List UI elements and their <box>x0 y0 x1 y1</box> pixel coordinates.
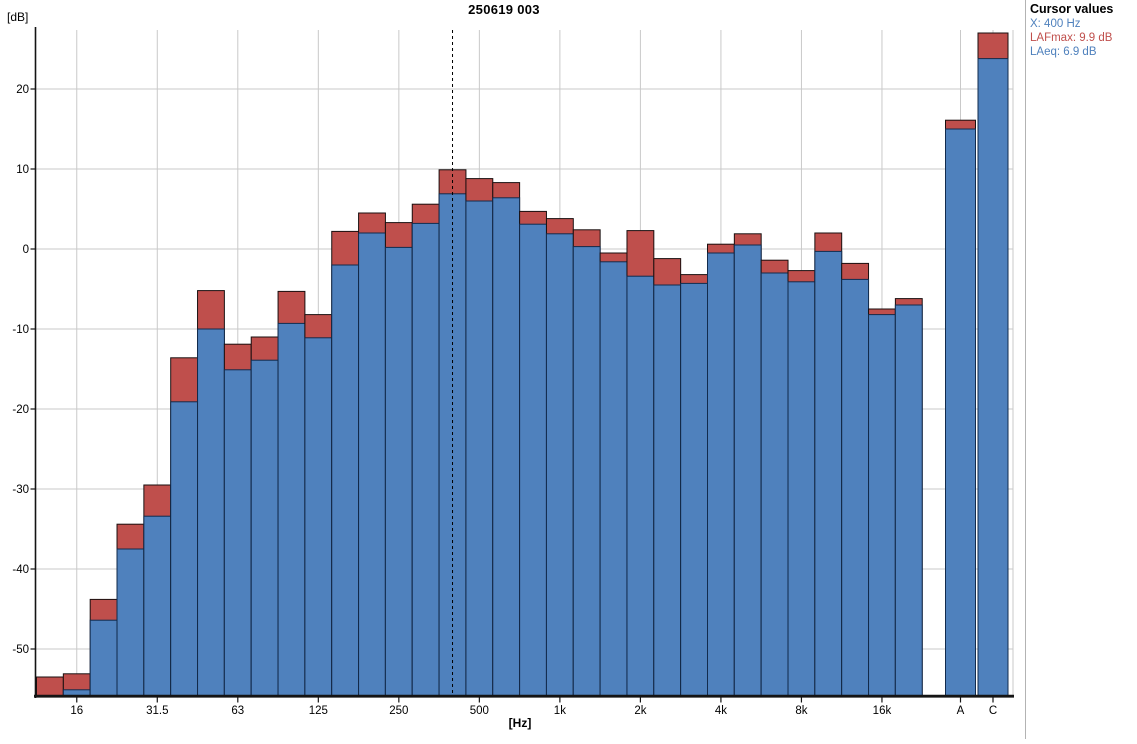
bar-laeq-5k[interactable] <box>733 244 762 696</box>
bar-laeq-6.3k[interactable] <box>760 272 789 696</box>
bar-laeq-4k[interactable] <box>707 252 735 696</box>
x-tick-label-250: 250 <box>389 705 408 717</box>
x-tick-label-4k: 4k <box>715 705 727 717</box>
bar-laeq-50[interactable] <box>197 328 225 696</box>
y-tick-label--40: -40 <box>12 564 29 576</box>
bar-laeq-250[interactable] <box>384 246 413 696</box>
bar-laeq-16[interactable] <box>62 689 91 696</box>
x-tick-label-C: C <box>989 705 997 717</box>
x-tick-label-A: A <box>957 705 965 717</box>
x-tick-label-1k: 1k <box>554 705 566 717</box>
bar-laeq-1.25k[interactable] <box>572 246 601 696</box>
y-axis-unit-label: [dB] <box>7 10 29 24</box>
bar-laeq-12.5k[interactable] <box>841 278 870 696</box>
bar-laeq-20[interactable] <box>89 619 118 697</box>
bar-laeq-A[interactable] <box>945 128 976 696</box>
bar-laeq-63[interactable] <box>223 369 252 696</box>
bar-laeq-3.15k[interactable] <box>680 282 708 696</box>
x-tick-label-500: 500 <box>470 705 489 717</box>
x-tick-label-125: 125 <box>309 705 328 717</box>
bar-laeq-40[interactable] <box>170 401 199 696</box>
bar-laeq-31.5[interactable] <box>143 515 172 697</box>
cursor-values-title: Cursor values <box>1030 2 1114 16</box>
x-tick-label-2k: 2k <box>634 705 646 717</box>
bar-laeq-1.6k[interactable] <box>599 261 628 696</box>
spectrum-chart-plot-area[interactable]: 20 10 0 -10 -20 -30 -40 -50 16 31.5 63 125 250 500 1k 2… <box>0 0 1020 739</box>
bar-laeq-25[interactable] <box>116 548 145 696</box>
bar-laeq-16k[interactable] <box>868 314 896 696</box>
y-tick-label-10: 10 <box>16 164 29 176</box>
bar-laeq-160[interactable] <box>331 264 360 696</box>
x-tick-label-63: 63 <box>231 705 244 717</box>
bar-laeq-1k[interactable] <box>545 233 574 697</box>
bar-laeq-630[interactable] <box>492 197 521 697</box>
bar-laeq-20k[interactable] <box>894 304 923 696</box>
bar-laeq-315[interactable] <box>411 222 440 696</box>
cursor-x-readout: X: 400 Hz <box>1030 18 1081 30</box>
bar-laeq-125[interactable] <box>304 337 333 696</box>
bar-laeq-800[interactable] <box>519 223 547 696</box>
x-tick-label-16k: 16k <box>873 705 892 717</box>
x-tick-label-16: 16 <box>70 705 83 717</box>
bar-laeq-100[interactable] <box>277 322 306 696</box>
x-tick-label-31.5: 31.5 <box>146 705 168 717</box>
cursor-laeq-readout: LAeq: 6.9 dB <box>1030 46 1097 58</box>
bar-laeq-200[interactable] <box>358 232 386 696</box>
y-tick-label--30: -30 <box>12 484 29 496</box>
bar-laeq-500[interactable] <box>465 200 494 696</box>
bar-laeq-8k[interactable] <box>787 281 816 696</box>
bar-laeq-2.5k[interactable] <box>653 284 682 696</box>
y-tick-label--50: -50 <box>12 644 29 656</box>
page-title: 250619 003 <box>468 2 540 17</box>
bar-laeq-2k[interactable] <box>626 275 655 696</box>
cursor-lafmax-readout: LAFmax: 9.9 dB <box>1030 32 1113 44</box>
y-tick-label-20: 20 <box>16 84 29 96</box>
y-tick-label--10: -10 <box>12 324 29 336</box>
y-tick-label--20: -20 <box>12 404 29 416</box>
bar-laeq-10k[interactable] <box>814 250 843 696</box>
x-tick-label-8k: 8k <box>795 705 807 717</box>
bar-laeq-C[interactable] <box>977 58 1009 697</box>
y-tick-label-0: 0 <box>23 244 29 256</box>
bar-lafmax-12.5[interactable] <box>36 676 64 696</box>
bar-laeq-80[interactable] <box>250 359 279 696</box>
cursor-values-panel: Cursor values X: 400 Hz LAFmax: 9.9 dB L… <box>1025 0 1137 739</box>
x-axis-unit-label: [Hz] <box>508 716 532 730</box>
spectrum-chart[interactable]: 20 10 0 -10 -20 -30 -40 -50 16 31.5 63 125 250 500 1k 2… <box>0 0 1020 739</box>
